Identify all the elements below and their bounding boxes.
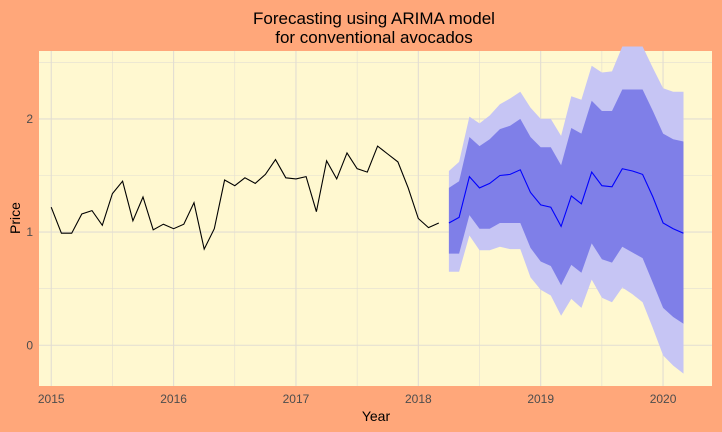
observed-price-line bbox=[50, 145, 440, 251]
chart-title-line-1: Forecasting using ARIMA model bbox=[253, 9, 495, 28]
x-tick-label: 2017 bbox=[283, 392, 310, 406]
x-tick-label: 2018 bbox=[405, 392, 432, 406]
forecast-band-80 bbox=[448, 89, 684, 324]
x-tick-label: 2020 bbox=[650, 392, 677, 406]
grid-lines bbox=[39, 51, 712, 386]
series-lines bbox=[50, 145, 684, 251]
x-tick-label: 2016 bbox=[160, 392, 187, 406]
chart-title-line-2: for conventional avocados bbox=[275, 28, 473, 47]
y-tick-label: 1 bbox=[26, 225, 33, 239]
y-axis-label: Price bbox=[7, 202, 23, 234]
forecast-mean-line bbox=[448, 168, 684, 234]
x-axis-label: Year bbox=[362, 408, 391, 424]
y-tick-label: 0 bbox=[26, 338, 33, 352]
x-tick-label: 2015 bbox=[38, 392, 65, 406]
x-tick-label: 2019 bbox=[527, 392, 554, 406]
y-tick-label: 2 bbox=[26, 112, 33, 126]
axis-ticks: 2015 2016 2017 2018 2019 2020 0 1 2 bbox=[26, 112, 676, 406]
